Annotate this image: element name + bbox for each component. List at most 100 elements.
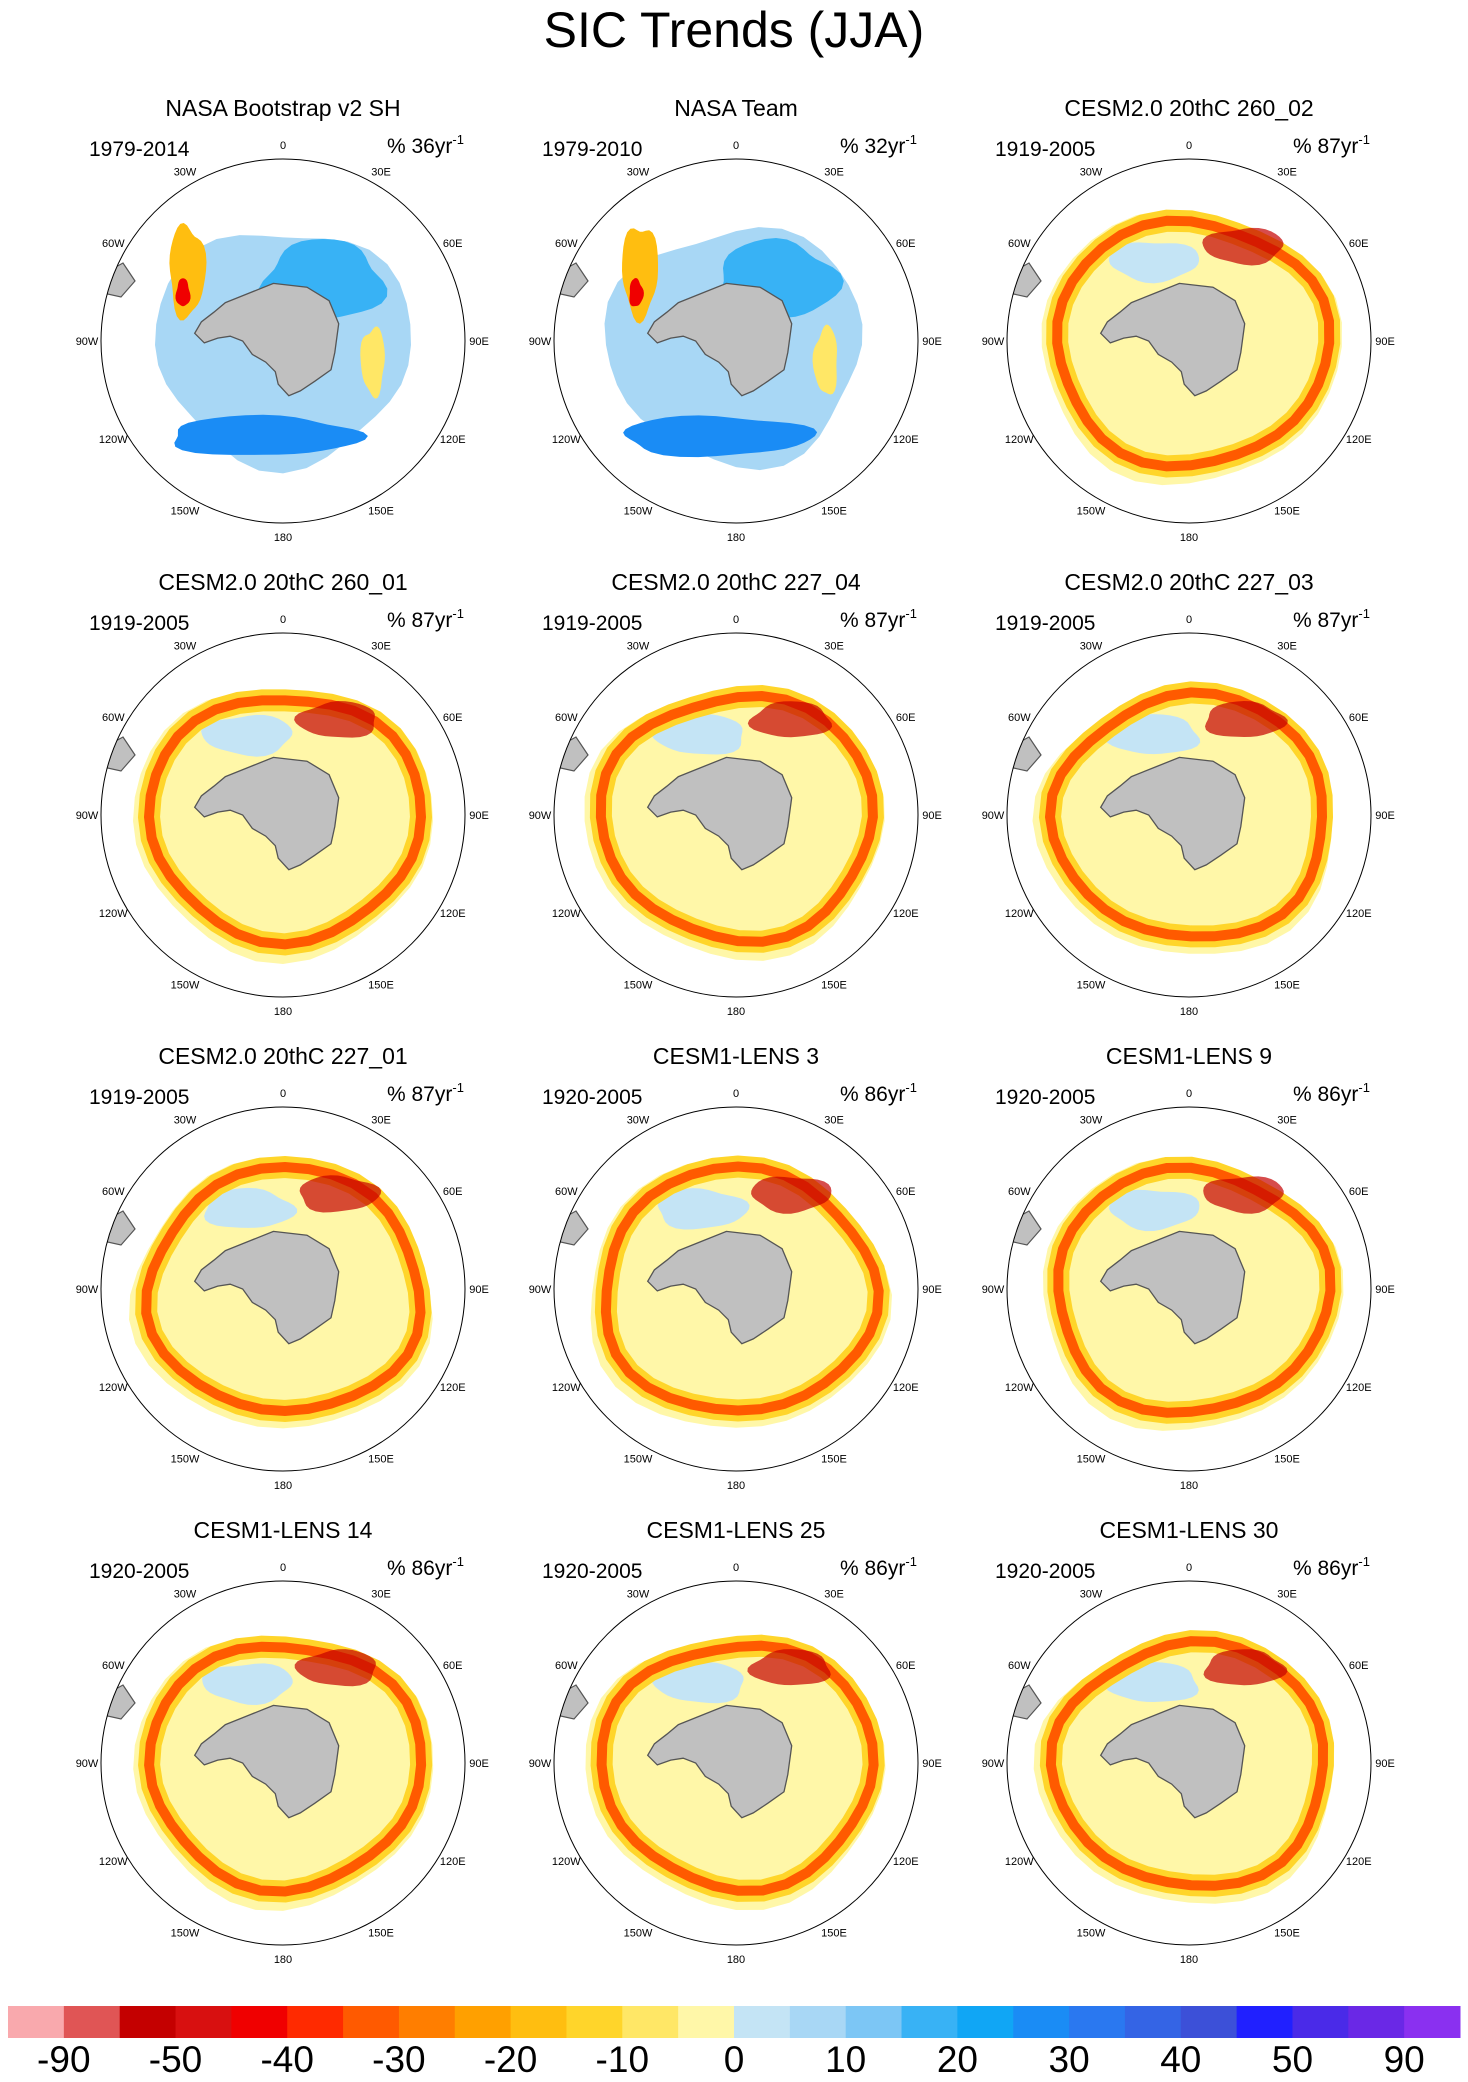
longitude-label: 180 [1180,1954,1198,1966]
longitude-label: 150W [171,1928,200,1940]
longitude-label: 120E [440,1382,466,1394]
colorbar-swatch [1348,2006,1405,2038]
map-boundary [553,632,919,998]
longitude-label: 60E [443,1186,463,1198]
panel-units-exponent: -1 [905,1080,917,1095]
colorbar-swatch [343,2006,400,2038]
longitude-label: 90E [922,810,942,822]
panel-units-exponent: -1 [905,132,917,147]
longitude-label: 150W [1077,506,1106,518]
longitude-label: 90E [922,1284,942,1296]
longitude-label: 180 [1180,532,1198,544]
ice-edge-trend-max [1203,1176,1284,1214]
panel-period: 1920-2005 [995,1086,1095,1109]
longitude-label: 0 [733,140,739,152]
map-panel: CESM2.0 20thC 227_03 1919-2005 % 87yr-1 0 30… [982,569,1395,1018]
longitude-label: 30E [824,166,844,178]
longitude-label: 90E [1375,336,1395,348]
longitude-label: 60E [1349,1660,1369,1672]
map-field [554,227,863,471]
longitude-label: 30W [1080,1114,1103,1126]
colorbar: -90 -50 -40 -30 -20 -10 0 10 20 30 40 50 90 [8,2006,1461,2080]
south-america-tip [554,1684,589,1720]
longitude-label: 150E [368,1454,394,1466]
panel-units: % 87yr-1 [1293,606,1370,632]
colorbar-tick-label: -10 [596,2039,649,2080]
map-field [1007,209,1342,486]
sea-ice-trend-patch [652,1662,744,1704]
longitude-label: 120W [99,1856,128,1868]
map-panel: CESM2.0 20thC 260_02 1919-2005 % 87yr-1 0 30… [982,95,1395,544]
longitude-label: 30E [824,640,844,652]
longitude-label: 60W [1008,712,1031,724]
longitude-label: 60W [555,1186,578,1198]
antarctica-landmass [646,756,793,871]
map-boundary [553,1580,919,1946]
longitude-label: 150W [624,980,653,992]
colorbar-swatch [1013,2006,1070,2038]
longitude-label: 60E [1349,712,1369,724]
south-america-tip [554,1210,589,1246]
longitude-label: 180 [1180,1480,1198,1492]
south-america-tip [554,736,589,772]
panel-units: % 32yr-1 [840,132,917,158]
panel-title: NASA Bootstrap v2 SH [165,95,400,121]
longitude-label: 120W [1005,908,1034,920]
longitude-label: 90E [1375,810,1395,822]
panel-units: % 86yr-1 [840,1554,917,1580]
sea-ice-trend-patch [201,714,293,757]
longitude-label: 120W [552,908,581,920]
antarctica-landmass [193,756,340,871]
panel-title: CESM1-LENS 30 [1100,1517,1279,1543]
map-field [554,1155,892,1428]
colorbar-tick-label: 50 [1272,2039,1313,2080]
longitude-label: 120W [99,1382,128,1394]
panel-title: CESM2.0 20thC 227_04 [611,569,861,595]
ice-edge-trend-max [747,701,833,738]
longitude-label: 150W [624,1928,653,1940]
panel-grid: NASA Bootstrap v2 SH 1979-2014 % 36yr-1 0 30… [76,95,1395,1966]
longitude-label: 150E [821,1928,847,1940]
longitude-label: 90E [1375,1284,1395,1296]
longitude-label: 0 [1186,1562,1192,1574]
map-field [1007,1156,1344,1431]
longitude-label: 90W [76,1284,99,1296]
sea-ice-trend-patch [1109,1189,1200,1232]
longitude-label: 60E [896,1660,916,1672]
ice-edge-trend-max [1205,701,1288,737]
panel-units-exponent: -1 [452,1080,464,1095]
panel-units-exponent: -1 [1358,132,1370,147]
panel-period: 1920-2005 [995,1560,1095,1583]
longitude-label: 90E [469,810,489,822]
longitude-label: 120E [1346,1856,1372,1868]
colorbar-tick-label: -30 [372,2039,425,2080]
colorbar-swatch [398,2006,456,2038]
colorbar-swatch [901,2006,958,2038]
panel-units: % 87yr-1 [1293,132,1370,158]
panel-units: % 87yr-1 [387,1080,464,1106]
figure-title: SIC Trends (JJA) [544,2,925,58]
longitude-label: 60W [1008,238,1031,250]
colorbar-tick-label: -50 [149,2039,202,2080]
longitude-label: 30E [1277,166,1297,178]
longitude-label: 150W [171,1454,200,1466]
colorbar-swatch [454,2006,512,2038]
longitude-label: 30E [1277,640,1297,652]
map-boundary [100,1106,466,1472]
longitude-label: 0 [280,614,286,626]
longitude-label: 30E [824,1588,844,1600]
longitude-label: 60W [102,1660,125,1672]
longitude-label: 30W [627,166,650,178]
panel-period: 1919-2005 [89,1086,189,1109]
map-field [101,689,433,964]
map-boundary [1006,632,1372,998]
map-panel: CESM2.0 20thC 227_04 1919-2005 % 87yr-1 0 30… [529,569,942,1018]
longitude-label: 90W [76,1758,99,1770]
longitude-label: 30W [174,640,197,652]
longitude-label: 60W [102,712,125,724]
ice-edge-trend-max [747,1649,831,1686]
longitude-label: 120E [1346,908,1372,920]
longitude-label: 120W [552,434,581,446]
